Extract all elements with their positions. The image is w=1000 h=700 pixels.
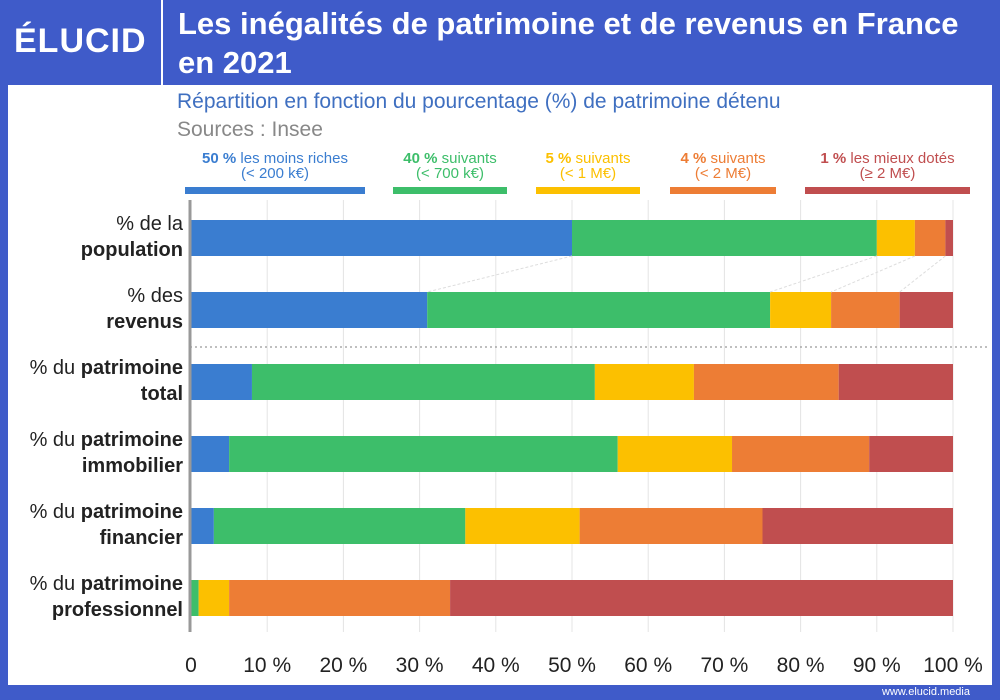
bar-segment xyxy=(427,292,771,328)
legend-sub: (≥ 2 M€) xyxy=(859,165,916,182)
legend-label: suivants xyxy=(441,150,497,167)
row-label-main: immobilier xyxy=(81,455,183,477)
connector-line xyxy=(427,255,573,293)
bar-segment xyxy=(693,364,839,400)
legend-pct: 50 % xyxy=(202,150,237,167)
bar-segment xyxy=(465,508,580,544)
legend-item: 1 % les mieux dotés (≥ 2 M€) xyxy=(805,151,970,194)
bar-segment xyxy=(229,580,451,616)
row-label: % du patrimoine professionnel xyxy=(30,571,183,623)
row-label-bold: patrimoine xyxy=(80,573,183,595)
bar-segment xyxy=(732,436,870,472)
bar-segment xyxy=(914,220,946,256)
bar-segment xyxy=(770,292,832,328)
bar-segment xyxy=(191,436,230,472)
x-tick-label: 40 % xyxy=(472,654,520,677)
legend-pct: 40 % xyxy=(403,150,438,167)
header-divider xyxy=(161,0,163,85)
legend-item: 4 % suivants (< 2 M€) xyxy=(670,151,776,194)
connector-line xyxy=(830,255,916,293)
row-label: % de la population xyxy=(81,211,183,263)
legend-sub: (< 2 M€) xyxy=(694,165,752,182)
legend-pct: 1 % xyxy=(820,150,847,167)
row-label-normal: % du xyxy=(29,357,81,379)
chart-subtitle: Répartition en fonction du pourcentage (… xyxy=(177,90,781,113)
chart-source: Sources : Insee xyxy=(177,118,323,141)
connector-line xyxy=(899,255,946,293)
bar-segment xyxy=(572,220,877,256)
row-label-main: professionnel xyxy=(51,599,183,621)
bar-segment xyxy=(945,220,953,256)
x-tick-label: 0 xyxy=(185,654,197,677)
row-label-bold: patrimoine xyxy=(80,357,183,379)
row-label-bold: patrimoine xyxy=(80,429,183,451)
page-title: Les inégalités de patrimoine et de reven… xyxy=(178,6,959,80)
bar-segment xyxy=(191,508,214,544)
legend-swatch xyxy=(393,187,507,194)
row-label-normal: % du xyxy=(29,501,81,523)
row-label-normal: % du xyxy=(29,573,81,595)
header: ÉLUCID Les inégalités de patrimoine et d… xyxy=(0,0,1000,85)
legend-swatch xyxy=(185,187,365,194)
bar-segment xyxy=(251,364,595,400)
bar-segment xyxy=(838,364,953,400)
legend-pct: 5 % xyxy=(545,150,572,167)
bar-segment xyxy=(876,220,915,256)
row-label: % des revenus xyxy=(106,283,183,335)
x-tick-label: 10 % xyxy=(243,654,291,677)
legend-sub: (< 700 k€) xyxy=(416,165,484,182)
bar-segment xyxy=(191,220,572,256)
bar-segment xyxy=(191,364,252,400)
legend-sub: (< 200 k€) xyxy=(241,165,309,182)
bar-segment xyxy=(594,364,694,400)
row-label: % du patrimoine financier xyxy=(30,499,183,551)
x-tick-label: 30 % xyxy=(396,654,444,677)
legend-swatch xyxy=(805,187,970,194)
x-tick-label: 80 % xyxy=(777,654,825,677)
x-tick-label: 90 % xyxy=(853,654,901,677)
row-label: % du patrimoine immobilier xyxy=(30,427,183,479)
x-tick-label: 100 % xyxy=(923,654,983,677)
bar-segment xyxy=(899,292,953,328)
bar-segment xyxy=(869,436,953,472)
legend-item: 50 % les moins riches (< 200 k€) xyxy=(185,151,365,194)
bar-segment xyxy=(191,580,199,616)
legend-pct: 4 % xyxy=(680,150,707,167)
row-label-normal: % du xyxy=(29,429,81,451)
row-label-bold: patrimoine xyxy=(80,501,183,523)
bar-segment xyxy=(450,580,953,616)
row-label: % du patrimoine total xyxy=(30,355,183,407)
row-label-main: total xyxy=(140,383,183,405)
row-label-main: financier xyxy=(99,527,183,549)
row-label-normal: % de la xyxy=(116,213,183,235)
legend-item: 40 % suivants (< 700 k€) xyxy=(393,151,507,194)
row-label-main: population xyxy=(80,239,183,261)
bar-segment xyxy=(831,292,900,328)
x-tick-label: 70 % xyxy=(700,654,748,677)
bar-segment xyxy=(191,292,428,328)
legend-sub: (< 1 M€) xyxy=(559,165,617,182)
bar-segment xyxy=(617,436,733,472)
legend-label: suivants xyxy=(710,150,766,167)
bar-segment xyxy=(213,508,466,544)
bar-segment xyxy=(198,580,230,616)
legend-item: 5 % suivants (< 1 M€) xyxy=(536,151,640,194)
bar-segment xyxy=(229,436,618,472)
legend-swatch xyxy=(670,187,776,194)
bar-segment xyxy=(762,508,953,544)
legend-label: suivants xyxy=(575,150,631,167)
legend-label: les moins riches xyxy=(240,150,348,167)
row-label-normal: % des xyxy=(127,285,183,307)
elucid-logo: ÉLUCID xyxy=(14,22,147,60)
bar-segment xyxy=(579,508,763,544)
legend-label: les mieux dotés xyxy=(850,150,955,167)
connector-line xyxy=(769,255,877,293)
legend-swatch xyxy=(536,187,640,194)
x-tick-label: 50 % xyxy=(548,654,596,677)
footer-url: www.elucid.media xyxy=(881,686,970,698)
x-tick-label: 60 % xyxy=(624,654,672,677)
x-tick-label: 20 % xyxy=(319,654,367,677)
row-label-main: revenus xyxy=(106,311,183,333)
